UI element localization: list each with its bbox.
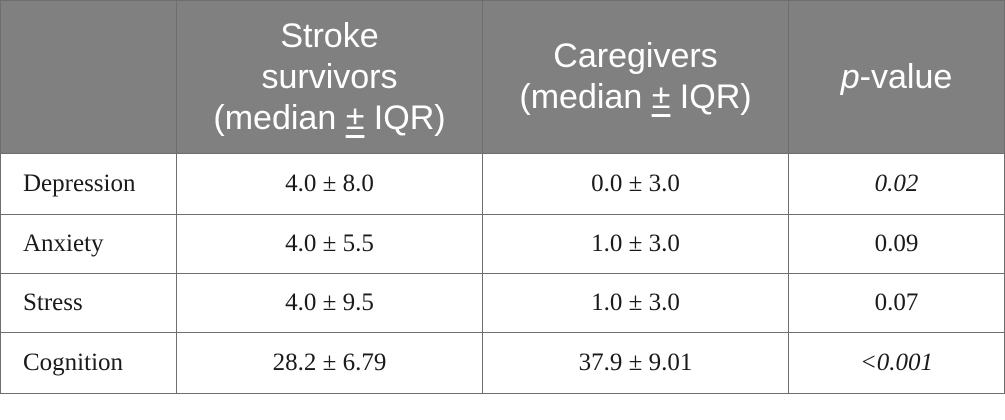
table-row: Cognition 28.2 ± 6.79 37.9 ± 9.01 <0.001 [0,332,1005,394]
header-median-label: (median [519,78,652,116]
table-row: Stress 4.0 ± 9.5 1.0 ± 3.0 0.07 [0,273,1005,333]
row-label: Cognition [0,332,177,394]
plus-minus-symbol: ± [651,78,671,116]
survivors-value: 4.0 ± 8.0 [176,153,483,215]
survivors-value: 4.0 ± 5.5 [176,214,483,274]
header-caregivers: Caregivers (median ± IQR) [482,0,789,154]
survivors-value: 4.0 ± 9.5 [176,273,483,333]
header-p-value: p-value [788,0,1005,154]
header-stroke-survivors: Stroke survivors (median ± IQR) [176,0,483,154]
table-row: Depression 4.0 ± 8.0 0.0 ± 3.0 0.02 [0,153,1005,215]
header-median-label: (median [213,98,346,137]
header-p-italic: p [840,57,860,96]
header-stroke-survivors-line3: (median ± IQR) [187,98,472,139]
table-header: Stroke survivors (median ± IQR) Caregive… [0,0,1005,154]
survivors-value: 28.2 ± 6.79 [176,332,483,394]
header-empty-cell [0,0,177,154]
plus-minus-symbol: ± [345,98,365,137]
p-value-cell: 0.02 [788,153,1005,215]
header-stroke-survivors-line1: Stroke [280,16,379,55]
p-value-cell: <0.001 [788,332,1005,394]
p-value-cell: 0.07 [788,273,1005,333]
caregivers-value: 0.0 ± 3.0 [482,153,789,215]
p-value-cell: 0.09 [788,214,1005,274]
header-stroke-survivors-line2: survivors [261,57,398,96]
row-label: Stress [0,273,177,333]
caregivers-value: 1.0 ± 3.0 [482,214,789,274]
caregivers-value: 1.0 ± 3.0 [482,273,789,333]
caregivers-value: 37.9 ± 9.01 [482,332,789,394]
header-iqr-label: IQR) [670,78,752,116]
row-label: Anxiety [0,214,177,274]
header-caregivers-line1: Caregivers [553,37,718,75]
table-row: Anxiety 4.0 ± 5.5 1.0 ± 3.0 0.09 [0,214,1005,274]
header-row: Stroke survivors (median ± IQR) Caregive… [0,0,1005,154]
results-table: Stroke survivors (median ± IQR) Caregive… [0,0,1005,394]
table-body: Depression 4.0 ± 8.0 0.0 ± 3.0 0.02 Anxi… [0,153,1005,394]
row-label: Depression [0,153,177,215]
header-caregivers-line2: (median ± IQR) [493,77,778,118]
header-iqr-label: IQR) [364,98,446,137]
header-p-value-rest: -value [859,57,953,96]
